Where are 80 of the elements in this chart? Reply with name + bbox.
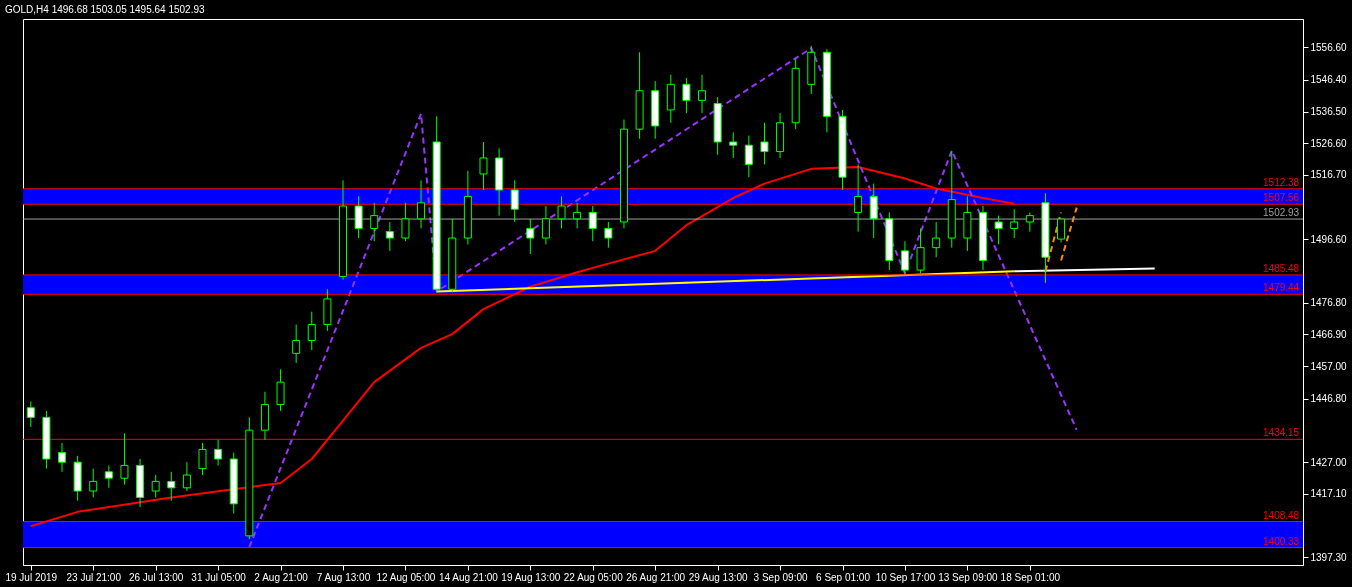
- ref-line-label: 1400.33: [1263, 535, 1300, 547]
- y-tick-label: 1526.60: [1310, 137, 1348, 149]
- y-tick-label: 1417.10: [1310, 488, 1348, 500]
- y-tick-label: 1516.70: [1310, 169, 1348, 181]
- x-tick-label: 19 Jul 2019: [5, 571, 58, 583]
- candlestick: [698, 74, 707, 114]
- candlestick: [385, 221, 394, 252]
- y-tick-label: 1476.80: [1310, 297, 1348, 309]
- candlestick: [26, 400, 35, 428]
- candlestick: [994, 215, 1003, 245]
- candlestick: [58, 442, 67, 473]
- x-tick-label: 12 Aug 05:00: [376, 571, 436, 583]
- candlestick: [682, 77, 691, 114]
- candlestick: [854, 163, 863, 233]
- line-series: [248, 47, 1078, 549]
- x-tick-label: 29 Aug 13:00: [688, 571, 749, 583]
- ref-line-label: 1479.44: [1263, 282, 1300, 294]
- candlestick: [417, 179, 426, 229]
- y-tick-label: 1457.00: [1310, 360, 1348, 372]
- x-tick-label: 22 Aug 05:00: [563, 571, 624, 583]
- candlestick: [729, 131, 738, 159]
- candlestick: [760, 122, 769, 165]
- candlestick: [89, 468, 98, 498]
- candlestick: [401, 202, 410, 242]
- candlestick: [541, 205, 550, 245]
- x-tick-label: 31 Jul 05:00: [191, 571, 247, 583]
- candlestick: [370, 202, 379, 242]
- x-tick-label: 6 Sep 01:00: [816, 571, 871, 583]
- y-tick-label: 1536.50: [1310, 106, 1348, 118]
- candlestick: [573, 202, 582, 229]
- y-tick-label: 1496.60: [1310, 233, 1348, 245]
- candlestick: [214, 439, 223, 466]
- candlestick: [151, 474, 160, 498]
- y-tick-label: 1397.30: [1310, 551, 1348, 563]
- candlestick: [526, 218, 535, 255]
- candlestick: [588, 205, 597, 242]
- x-tick-label: 10 Sep 17:00: [875, 571, 936, 583]
- x-tick-label: 7 Aug 13:00: [316, 571, 371, 583]
- candlestick: [167, 471, 176, 502]
- x-tick-label: 2 Aug 21:00: [254, 571, 309, 583]
- ref-line-label: 1434.15: [1263, 427, 1300, 439]
- candlestick: [1010, 208, 1019, 239]
- candlestick: [307, 311, 316, 351]
- x-tick-label: 13 Sep 09:00: [938, 571, 999, 583]
- y-tick-label: 1546.40: [1310, 74, 1348, 86]
- candlestick: [1057, 218, 1066, 243]
- candlestick: [182, 461, 191, 492]
- candlestick: [869, 183, 878, 239]
- ref-line-label: 1507.56: [1263, 192, 1300, 204]
- candlestick: [198, 442, 207, 476]
- x-tick-label: 19 Aug 13:00: [501, 571, 561, 583]
- x-tick-label: 18 Sep 01:00: [1000, 571, 1061, 583]
- ref-line-label: 1512.38: [1263, 176, 1300, 188]
- y-tick-label: 1427.00: [1310, 456, 1348, 468]
- candlestick: [1025, 211, 1034, 233]
- y-tick-label: 1446.80: [1310, 393, 1348, 405]
- x-tick-label: 3 Sep 09:00: [753, 571, 808, 583]
- ref-line-label: 1502.93: [1263, 207, 1300, 219]
- candlestick: [744, 135, 753, 178]
- candlestick: [292, 324, 301, 364]
- candlestick: [104, 464, 113, 489]
- candlestick: [900, 240, 909, 274]
- y-tick-label: 1466.90: [1310, 328, 1348, 340]
- candlestick: [557, 195, 566, 229]
- chart-title: GOLD,H4 1496.68 1503.05 1495.64 1502.93: [4, 4, 205, 15]
- candlestick: [479, 141, 488, 191]
- x-tick-label: 23 Jul 21:00: [66, 571, 122, 583]
- y-tick-label: 1556.60: [1310, 41, 1348, 53]
- x-tick-label: 14 Aug 21:00: [438, 571, 499, 583]
- x-tick-label: 26 Aug 21:00: [626, 571, 686, 583]
- ref-line-label: 1485.48: [1263, 262, 1300, 274]
- candlestick: [354, 195, 363, 239]
- candlestick: [276, 368, 285, 412]
- candlestick: [932, 221, 941, 258]
- candlestick: [510, 179, 519, 223]
- x-tick-label: 26 Jul 13:00: [128, 571, 184, 583]
- candlestick: [120, 432, 129, 486]
- candlestick: [916, 227, 925, 274]
- candlestick: [604, 221, 613, 249]
- ref-line-label: 1408.48: [1263, 509, 1300, 521]
